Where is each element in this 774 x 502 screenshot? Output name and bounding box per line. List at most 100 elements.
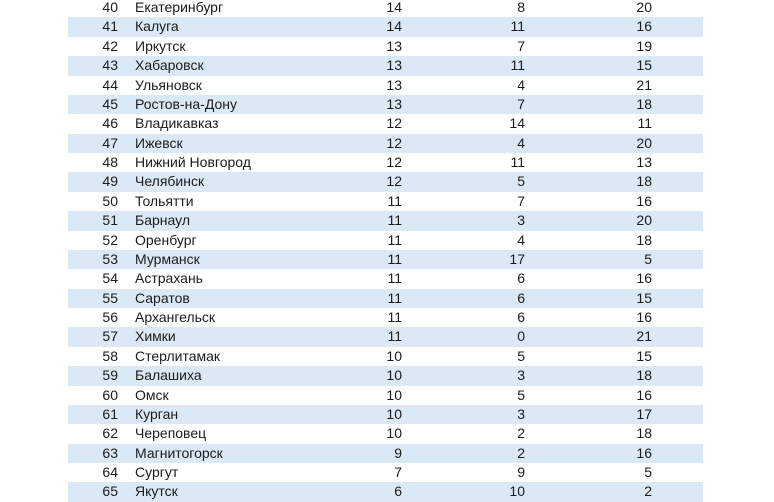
value1-cell: 12	[386, 115, 402, 132]
table-row: 42 Иркутск 13 7 19	[68, 36, 703, 57]
table-row: 58 Стерлитамак 10 5 15	[68, 346, 703, 367]
rank-cell: 58	[102, 347, 118, 364]
table-row: 64 Сургут 7 9 5	[68, 463, 703, 483]
value3-cell: 11	[637, 115, 652, 132]
value1-cell: 11	[387, 250, 402, 267]
value2-cell: 2	[517, 444, 525, 461]
value1-cell: 11	[387, 309, 402, 325]
value3-cell: 15	[636, 289, 652, 306]
value3-cell: 19	[636, 37, 652, 54]
value2-cell: 4	[517, 134, 525, 151]
rank-cell: 49	[102, 173, 118, 190]
city-cell: Курган	[135, 405, 179, 422]
value2-cell: 11	[510, 154, 525, 170]
city-cell: Екатеринбург	[135, 0, 224, 15]
city-cell: Череповец	[135, 425, 207, 442]
city-cell: Ростов-на-Дону	[135, 95, 237, 112]
value1-cell: 10	[386, 425, 402, 442]
value1-cell: 12	[386, 173, 402, 190]
value1-cell: 10	[386, 386, 402, 403]
city-cell: Омск	[135, 386, 169, 403]
city-cell: Сургут	[135, 464, 179, 480]
rank-cell: 54	[102, 270, 118, 287]
table-row: 41 Калуга 14 11 16	[68, 17, 703, 37]
value1-cell: 10	[386, 405, 402, 422]
value3-cell: 20	[636, 0, 652, 15]
table-row: 65 Якутск 6 10 2	[68, 482, 703, 502]
city-cell: Владикавказ	[135, 115, 219, 132]
value1-cell: 11	[387, 328, 402, 345]
city-cell: Стерлитамак	[135, 347, 221, 364]
city-cell: Иркутск	[135, 37, 186, 54]
value3-cell: 16	[636, 386, 652, 403]
rank-cell: 51	[102, 212, 118, 229]
value2-cell: 7	[517, 192, 525, 209]
value2-cell: 17	[509, 250, 525, 267]
value2-cell: 4	[517, 231, 525, 248]
table-row: 54 Астрахань 11 6 16	[68, 269, 703, 289]
value1-cell: 11	[387, 289, 402, 306]
city-cell: Тольятти	[135, 192, 194, 209]
value1-cell: 14	[386, 0, 402, 15]
value2-cell: 6	[517, 289, 525, 306]
value3-cell: 16	[636, 18, 652, 35]
table-row: 52 Оренбург 11 4 18	[68, 230, 703, 250]
rank-cell: 40	[102, 0, 118, 15]
value2-cell: 11	[510, 57, 525, 74]
value3-cell: 15	[636, 57, 652, 74]
rank-cell: 64	[102, 464, 118, 480]
city-cell: Оренбург	[135, 231, 197, 248]
table-row: 51 Барнаул 11 3 20	[68, 211, 703, 231]
value2-cell: 0	[517, 328, 525, 345]
value1-cell: 13	[386, 37, 402, 54]
rank-cell: 42	[102, 37, 118, 54]
rank-cell: 65	[102, 483, 118, 500]
city-cell: Нижний Новгород	[135, 154, 251, 170]
rank-cell: 53	[102, 250, 118, 267]
value3-cell: 13	[636, 154, 652, 170]
table-row: 46 Владикавказ 12 14 11	[68, 114, 703, 134]
table-row: 47 Ижевск 12 4 20	[68, 133, 703, 153]
value3-cell: 21	[636, 328, 652, 345]
value3-cell: 17	[636, 405, 652, 422]
value1-cell: 12	[386, 134, 402, 151]
value3-cell: 2	[644, 483, 652, 500]
value2-cell: 3	[517, 212, 525, 229]
table-row: 49 Челябинск 12 5 18	[68, 172, 703, 192]
value2-cell: 5	[517, 173, 525, 190]
value3-cell: 16	[636, 270, 652, 287]
city-cell: Магнитогорск	[135, 444, 223, 461]
value2-cell: 11	[510, 18, 525, 35]
value2-cell: 3	[517, 405, 525, 422]
value2-cell: 3	[517, 367, 525, 384]
table-row: 48 Нижний Новгород 12 11 13	[68, 153, 703, 173]
value3-cell: 16	[636, 444, 652, 461]
rank-cell: 63	[102, 444, 118, 461]
value1-cell: 10	[386, 347, 402, 364]
value2-cell: 14	[509, 115, 525, 132]
table-row: 53 Мурманск 11 17 5	[68, 249, 703, 270]
value1-cell: 11	[387, 192, 402, 209]
city-cell: Барнаул	[135, 212, 190, 229]
city-ranking-table: 40 Екатеринбург 14 8 20 41 Калуга 14 11 …	[68, 0, 703, 502]
value3-cell: 18	[636, 173, 652, 190]
value3-cell: 5	[644, 464, 652, 480]
value1-cell: 7	[394, 464, 402, 480]
city-cell: Челябинск	[135, 173, 205, 190]
rank-cell: 55	[102, 289, 118, 306]
rank-cell: 47	[102, 134, 118, 151]
value2-cell: 6	[517, 270, 525, 287]
value2-cell: 6	[517, 309, 525, 325]
table-row: 50 Тольятти 11 7 16	[68, 191, 703, 212]
rank-cell: 52	[102, 231, 118, 248]
value3-cell: 18	[636, 367, 652, 384]
value3-cell: 20	[636, 134, 652, 151]
rank-cell: 57	[102, 328, 118, 345]
value3-cell: 18	[636, 95, 652, 112]
table-row: 63 Магнитогорск 9 2 16	[68, 443, 703, 463]
table-row: 43 Хабаровск 13 11 15	[68, 56, 703, 76]
rank-cell: 44	[102, 76, 118, 93]
table-row: 55 Саратов 11 6 15	[68, 288, 703, 308]
value1-cell: 6	[394, 483, 402, 500]
rank-cell: 45	[102, 95, 118, 112]
